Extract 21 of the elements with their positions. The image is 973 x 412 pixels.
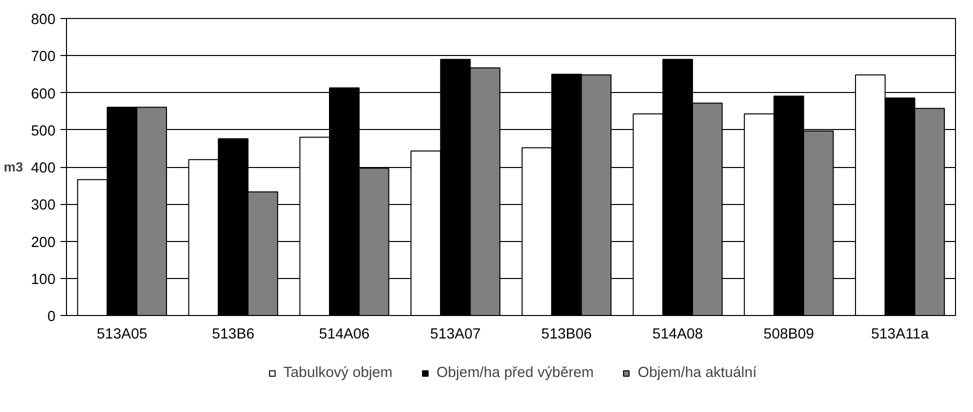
y-tick-label: 200	[31, 234, 56, 251]
y-tick-label: 600	[31, 86, 56, 102]
legend-label: Tabulkový objem	[283, 364, 392, 380]
y-tick-label: 400	[31, 160, 56, 176]
y-axis-title: m3	[4, 160, 24, 174]
x-tick-label: 513A07	[430, 326, 481, 342]
legend-label: Objem/ha před výběrem	[436, 364, 594, 380]
x-tick-label: 513A11a	[871, 326, 930, 342]
y-tick-label: 700	[31, 49, 56, 66]
y-tick-label: 100	[31, 272, 56, 288]
legend-label: Objem/ha aktuální	[638, 364, 757, 380]
y-tick-label: 300	[31, 198, 56, 214]
x-tick-label: 514A08	[652, 326, 703, 342]
x-tick-label: 508B09	[764, 326, 814, 342]
x-tick-label: 514A06	[319, 326, 370, 342]
x-tick-label: 513B06	[541, 326, 592, 342]
y-tick-label: 0	[47, 309, 56, 325]
x-tick-label: 513A05	[96, 326, 148, 342]
x-tick-label: 513B6	[212, 326, 254, 342]
y-tick-label: 800	[31, 12, 56, 28]
y-tick-label: 500	[31, 123, 56, 140]
